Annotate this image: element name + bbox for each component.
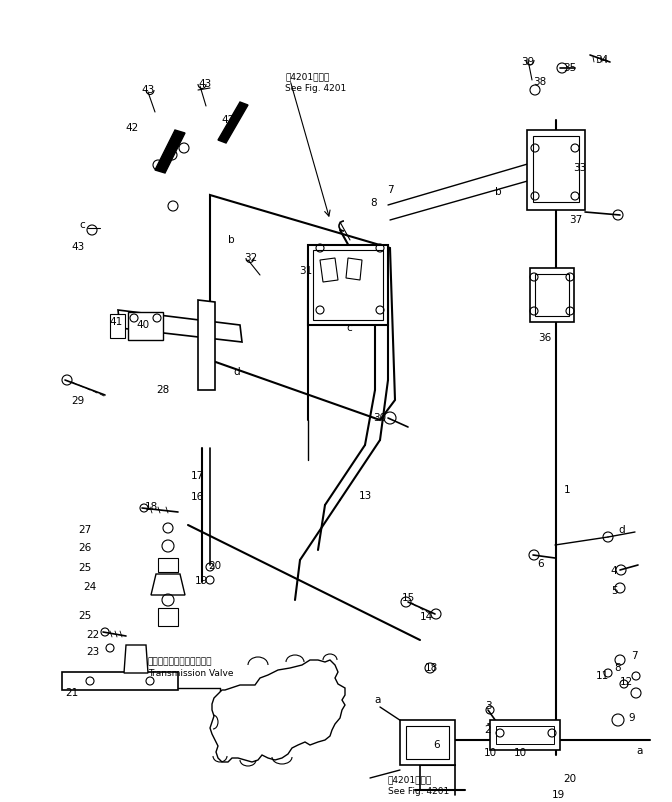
Polygon shape [155, 130, 185, 173]
Text: 38: 38 [534, 77, 546, 87]
Text: 32: 32 [245, 253, 257, 263]
Polygon shape [62, 672, 178, 690]
Text: 39: 39 [521, 57, 535, 67]
Text: 10: 10 [483, 748, 497, 758]
Text: 27: 27 [79, 525, 91, 535]
Text: c: c [346, 323, 352, 333]
Text: d: d [234, 367, 241, 377]
Text: 25: 25 [79, 563, 91, 573]
Text: 7: 7 [631, 651, 637, 661]
Text: 42: 42 [126, 123, 138, 133]
Polygon shape [198, 300, 215, 390]
Polygon shape [210, 195, 395, 420]
Text: 29: 29 [71, 396, 85, 406]
Bar [313, 250, 383, 320]
Text: 15: 15 [401, 593, 415, 603]
Text: 5: 5 [611, 586, 618, 596]
Text: 41: 41 [110, 317, 122, 327]
Polygon shape [218, 102, 248, 143]
Bar [535, 274, 569, 316]
Text: 42: 42 [221, 115, 235, 125]
Text: 21: 21 [65, 688, 79, 698]
Bar [400, 720, 455, 765]
Text: 34: 34 [595, 55, 609, 65]
Text: 8: 8 [615, 663, 622, 673]
Text: 20: 20 [208, 561, 222, 571]
Text: 28: 28 [157, 385, 169, 395]
Polygon shape [320, 258, 338, 282]
Bar [406, 726, 449, 759]
Text: 40: 40 [136, 320, 150, 330]
Text: c: c [79, 220, 85, 230]
Text: 16: 16 [190, 492, 204, 502]
Text: 8: 8 [371, 198, 377, 208]
Text: 20: 20 [563, 774, 577, 784]
Text: a: a [637, 746, 643, 756]
Text: 24: 24 [83, 582, 97, 592]
Text: トランスミッションバルブ
Transmission Valve: トランスミッションバルブ Transmission Valve [148, 657, 233, 678]
Text: 43: 43 [141, 85, 155, 95]
Text: d: d [619, 525, 626, 535]
Text: 25: 25 [79, 611, 91, 621]
Text: 43: 43 [71, 242, 85, 252]
Polygon shape [158, 608, 178, 626]
Bar [530, 268, 574, 322]
Text: 18: 18 [425, 663, 437, 673]
Text: 14: 14 [419, 612, 433, 622]
Polygon shape [151, 574, 185, 595]
Text: 4: 4 [611, 566, 618, 576]
Bar [128, 312, 163, 340]
Text: 6: 6 [433, 740, 440, 750]
Text: 12: 12 [620, 677, 632, 687]
Polygon shape [124, 645, 148, 673]
Text: 37: 37 [569, 215, 583, 225]
Text: 笥4201図参照
See Fig. 4201: 笥4201図参照 See Fig. 4201 [285, 72, 346, 93]
Text: 30: 30 [374, 413, 386, 423]
Text: 9: 9 [629, 713, 635, 723]
Text: 10: 10 [513, 748, 527, 758]
Text: 36: 36 [538, 333, 552, 343]
Bar [533, 136, 579, 202]
Text: 2: 2 [485, 725, 491, 735]
Text: 18: 18 [144, 502, 158, 512]
Polygon shape [210, 660, 345, 762]
Text: 1: 1 [564, 485, 571, 495]
Text: a: a [375, 695, 381, 705]
Polygon shape [158, 558, 178, 572]
Text: 17: 17 [190, 471, 204, 481]
Text: 33: 33 [573, 163, 587, 173]
Text: b: b [228, 235, 235, 245]
Text: 笥4201図参照
See Fig. 4201: 笥4201図参照 See Fig. 4201 [388, 775, 450, 796]
Text: 3: 3 [485, 701, 491, 711]
Bar [490, 720, 560, 750]
Text: 23: 23 [87, 647, 99, 657]
Text: 11: 11 [595, 671, 609, 681]
Polygon shape [346, 258, 362, 280]
Bar [110, 314, 125, 338]
Bar [308, 245, 388, 325]
Text: 13: 13 [358, 491, 372, 501]
Bar [527, 130, 585, 210]
Text: 7: 7 [386, 185, 393, 195]
Text: b: b [495, 187, 501, 197]
Text: 43: 43 [198, 79, 212, 89]
Text: 22: 22 [87, 630, 99, 640]
Text: 19: 19 [551, 790, 564, 800]
Text: 6: 6 [538, 559, 544, 569]
Text: 31: 31 [299, 266, 312, 276]
Text: 19: 19 [194, 576, 208, 586]
Bar [496, 726, 554, 744]
Text: 35: 35 [563, 63, 577, 73]
Polygon shape [118, 310, 242, 342]
Text: 26: 26 [79, 543, 91, 553]
